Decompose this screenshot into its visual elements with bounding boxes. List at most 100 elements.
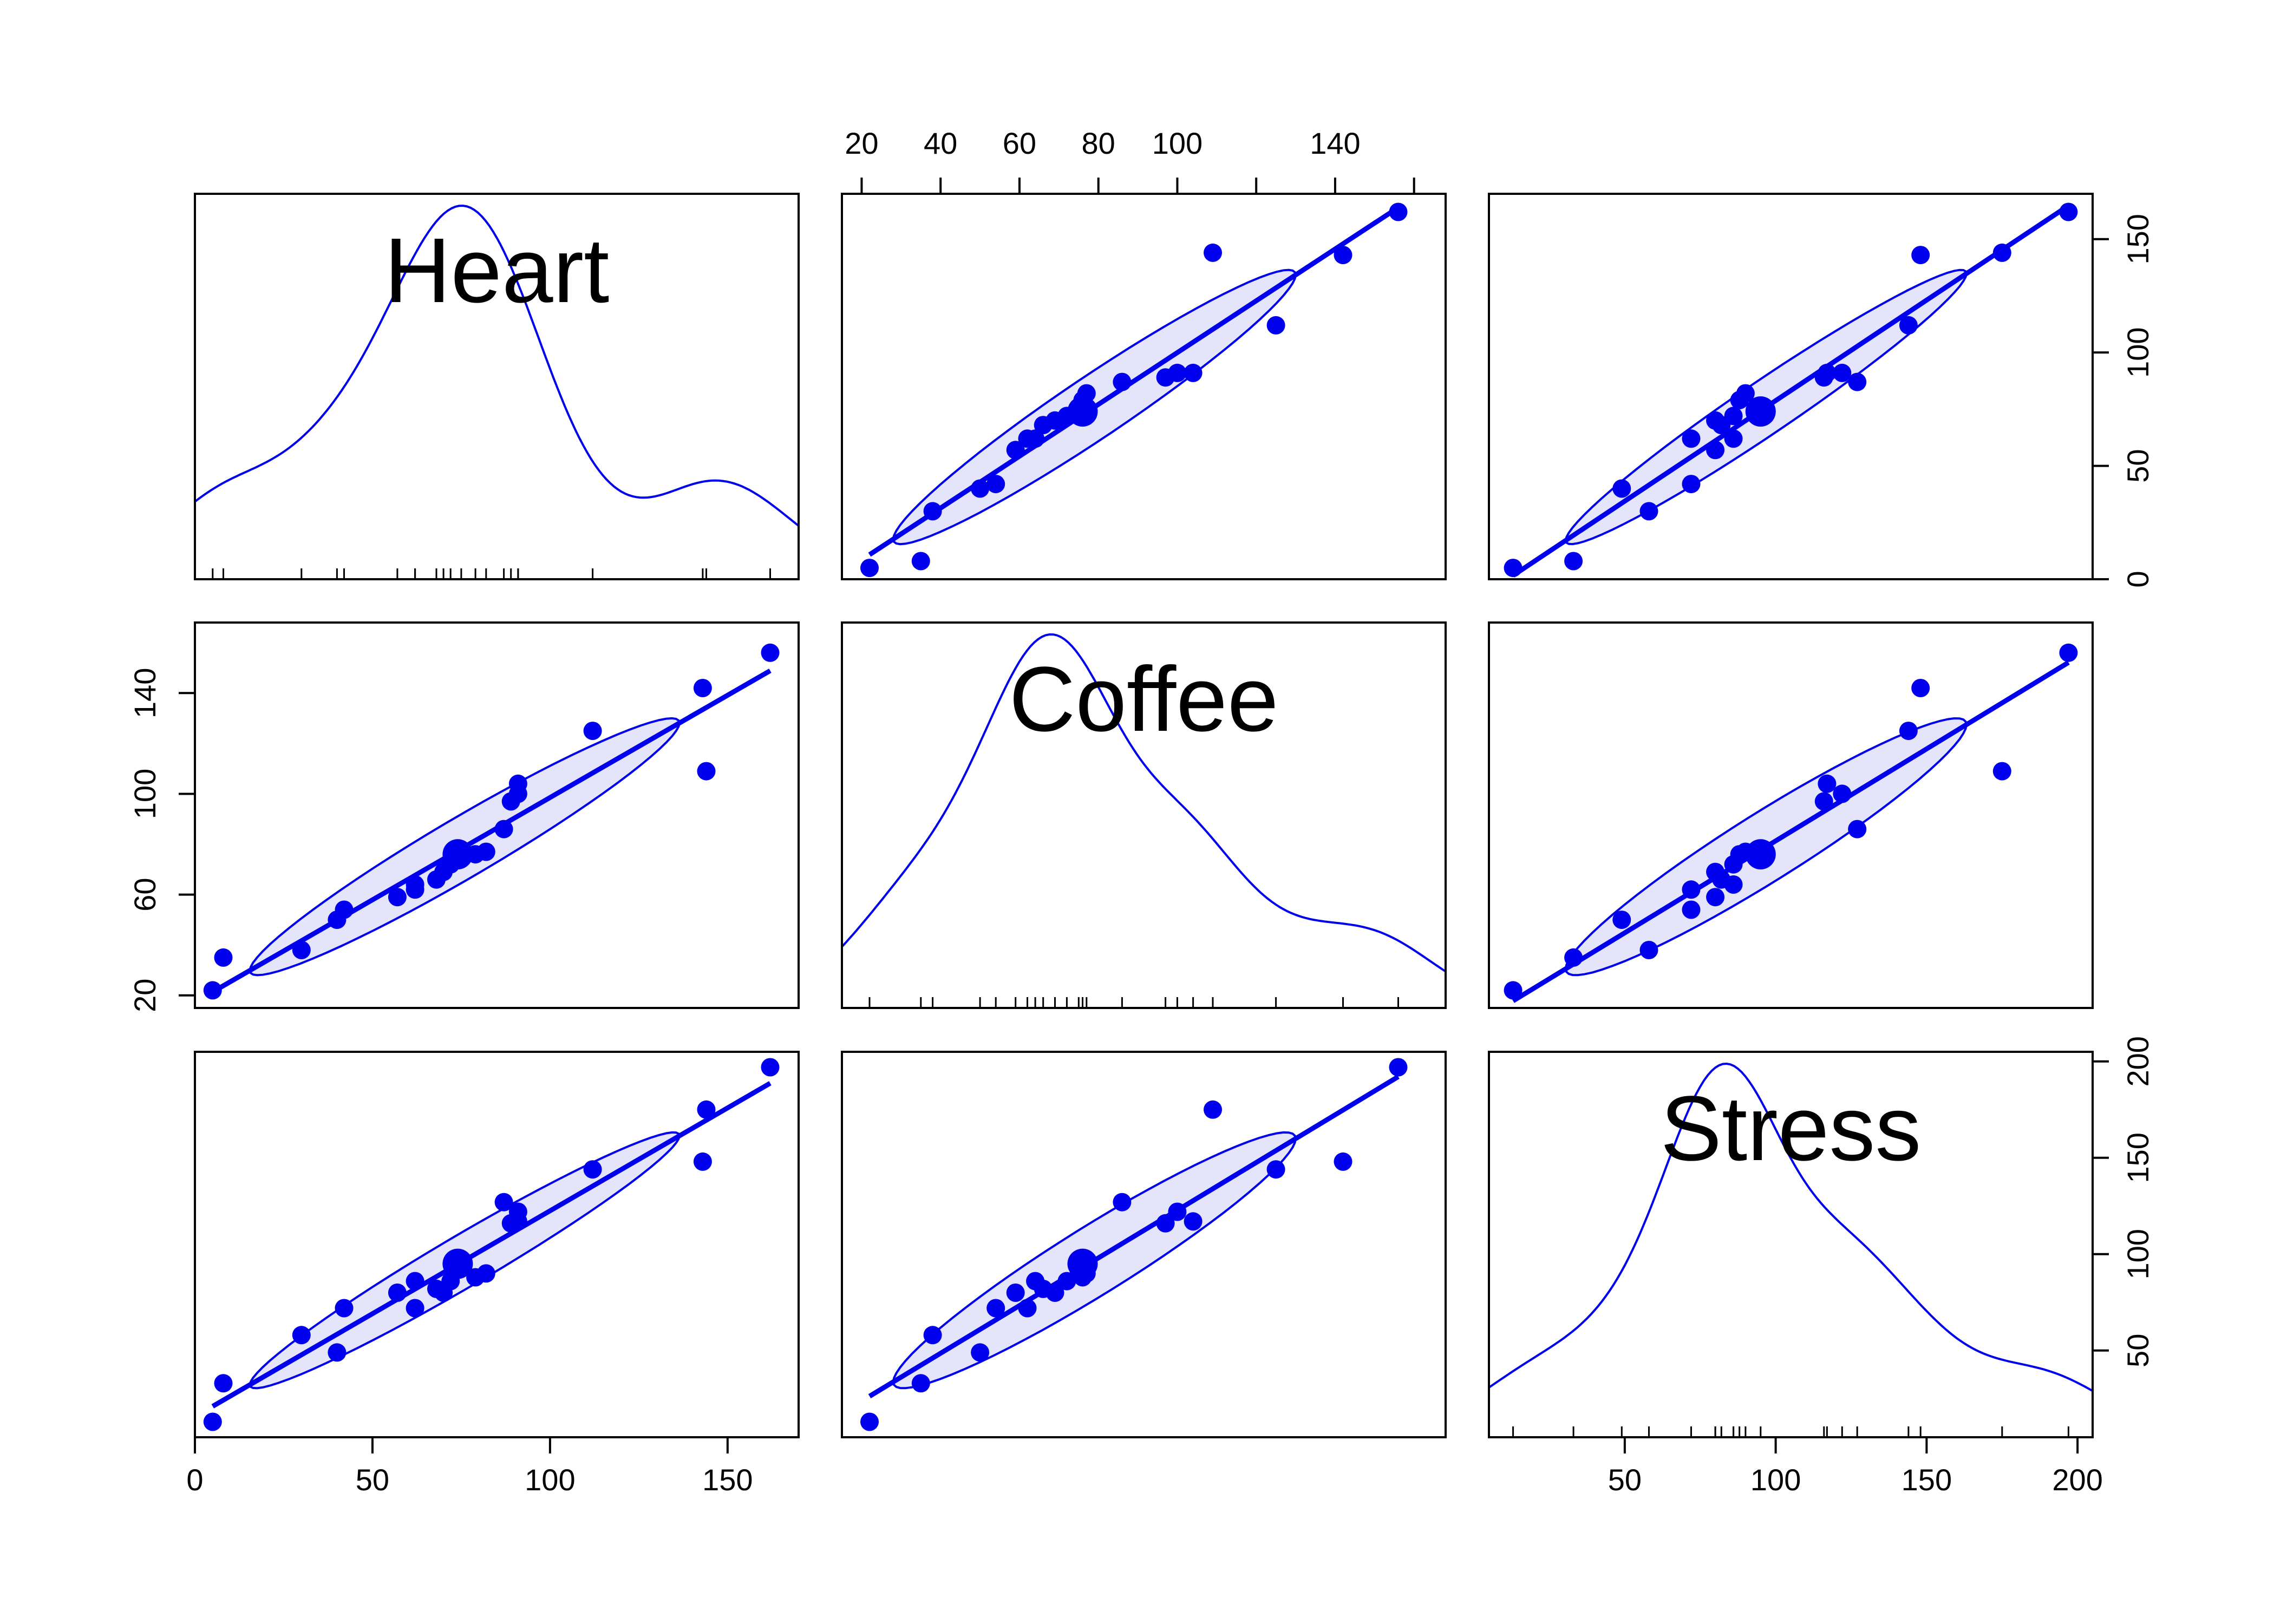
tick-label: 50: [1608, 1463, 1642, 1497]
data-point: [1724, 407, 1743, 425]
tick-label: 140: [128, 668, 162, 718]
data-point: [1504, 559, 1522, 578]
density-curve: [842, 633, 1446, 973]
data-point: [1168, 1202, 1187, 1221]
data-point: [214, 948, 233, 967]
data-point: [693, 1152, 712, 1171]
data-point: [923, 1326, 942, 1345]
data-point: [1736, 384, 1755, 403]
tick-label: 40: [924, 126, 957, 160]
panel-frame: [841, 1051, 1447, 1438]
tick-label: 100: [525, 1463, 575, 1497]
tick-label: 140: [1310, 126, 1360, 160]
data-point: [406, 1272, 424, 1291]
centroid-point: [1745, 396, 1776, 427]
data-point: [214, 1374, 233, 1393]
regression-line: [1512, 660, 2070, 1003]
data-point: [1184, 1212, 1203, 1231]
data-point: [1113, 372, 1132, 391]
centroid-point: [442, 839, 473, 870]
tick-label: 50: [2121, 449, 2155, 482]
data-point: [494, 820, 513, 839]
data-point: [406, 1299, 424, 1318]
panel-coffee-vs-stress: [1488, 621, 2094, 1009]
data-point: [1911, 246, 1930, 265]
data-point: [2059, 202, 2078, 221]
data-point: [508, 1212, 527, 1231]
tick-label: 20: [128, 979, 162, 1012]
data-point: [1168, 363, 1187, 382]
panel-frame: [1488, 621, 2094, 1009]
tick-label: 100: [2121, 1229, 2155, 1279]
data-point: [1706, 888, 1725, 907]
data-point: [406, 875, 424, 894]
data-point: [1833, 784, 1852, 803]
data-point: [1818, 774, 1837, 793]
panel-frame: [841, 621, 1447, 1009]
tick-label: 150: [1901, 1463, 1952, 1497]
data-point: [1992, 762, 2011, 781]
data-point: [1026, 429, 1045, 448]
data-point: [292, 1326, 311, 1345]
tick-label: 150: [2121, 1132, 2155, 1183]
data-point: [1113, 1193, 1132, 1212]
data-point: [986, 475, 1005, 494]
panel-heart-vs-heart: Heart: [194, 193, 800, 580]
data-point: [1564, 552, 1583, 571]
data-point: [1682, 475, 1701, 494]
data-point: [911, 552, 930, 571]
panel-stress-vs-coffee: [841, 1051, 1447, 1438]
centroid-point: [1067, 1248, 1098, 1279]
centroid-point: [1745, 839, 1776, 870]
data-point: [1334, 1152, 1352, 1171]
tick-label: 60: [128, 878, 162, 911]
data-point: [292, 941, 311, 959]
data-point: [1848, 820, 1867, 839]
data-point: [1612, 911, 1631, 929]
data-point: [1057, 1272, 1076, 1291]
data-point: [911, 1374, 930, 1393]
regression-line: [211, 1081, 772, 1409]
data-point: [693, 679, 712, 697]
panel-coffee-vs-heart: [194, 621, 800, 1009]
data-point: [388, 1284, 407, 1302]
data-point: [1389, 1058, 1408, 1077]
data-point: [1848, 372, 1867, 391]
panel-stress-vs-heart: [194, 1051, 800, 1438]
data-point: [476, 842, 495, 861]
regression-line: [1512, 204, 2070, 578]
x-axis-heart-bottom: 0 50 100 150: [186, 1436, 753, 1497]
data-point: [1911, 679, 1930, 697]
data-point: [1706, 862, 1725, 881]
tick-label: 0: [186, 1463, 203, 1497]
data-point: [923, 502, 942, 521]
data-point: [1639, 941, 1658, 959]
tick-label: 80: [1082, 126, 1115, 160]
data-point: [1564, 948, 1583, 967]
data-point: [1389, 202, 1408, 221]
data-point: [1156, 1214, 1175, 1233]
data-point: [1706, 411, 1725, 430]
tick-label: 150: [702, 1463, 753, 1497]
panel-stress-vs-stress: Stress: [1488, 1051, 2094, 1438]
centroid-point: [442, 1248, 473, 1279]
data-point: [1184, 363, 1203, 382]
data-point: [1204, 1100, 1222, 1119]
y-axis-stress-right: 50 100 150 200: [2092, 1036, 2155, 1367]
tick-label: 50: [2121, 1334, 2155, 1367]
tick-label: 100: [2121, 327, 2155, 377]
data-point: [697, 762, 716, 781]
data-point: [583, 722, 602, 741]
data-point: [761, 643, 780, 662]
regression-line: [868, 205, 1400, 557]
data-point: [2059, 643, 2078, 662]
tick-label: 60: [1003, 126, 1036, 160]
tick-label: 200: [2121, 1036, 2155, 1086]
data-point: [1018, 1299, 1037, 1318]
data-point: [1899, 316, 1918, 335]
data-point: [1006, 1284, 1025, 1302]
data-point: [335, 900, 354, 919]
data-point: [1833, 363, 1852, 382]
data-point: [203, 981, 222, 1000]
panel-coffee-vs-coffee: Coffee: [841, 621, 1447, 1009]
